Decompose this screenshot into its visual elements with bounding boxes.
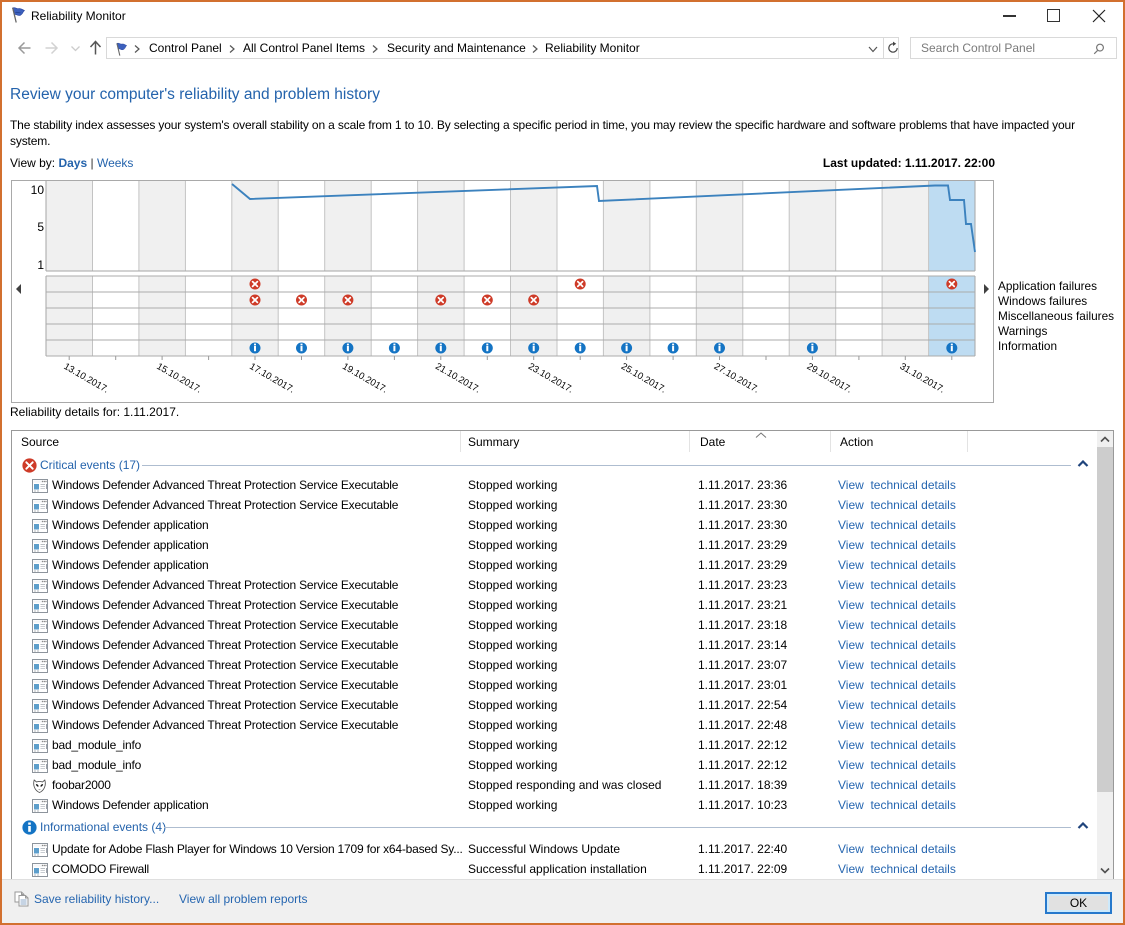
svg-text:21.10.2017.: 21.10.2017. <box>433 361 482 396</box>
svg-text:23.10.2017.: 23.10.2017. <box>526 361 575 396</box>
svg-text:13.10.2017.: 13.10.2017. <box>62 361 111 396</box>
svg-text:1: 1 <box>37 258 44 272</box>
svg-text:15.10.2017.: 15.10.2017. <box>155 361 204 396</box>
svg-text:29.10.2017.: 29.10.2017. <box>805 361 854 396</box>
svg-text:10: 10 <box>31 183 45 197</box>
svg-text:27.10.2017.: 27.10.2017. <box>712 361 761 396</box>
svg-text:31.10.2017.: 31.10.2017. <box>898 361 947 396</box>
svg-text:17.10.2017.: 17.10.2017. <box>247 361 296 396</box>
svg-text:5: 5 <box>37 220 44 234</box>
svg-text:25.10.2017.: 25.10.2017. <box>619 361 668 396</box>
svg-text:19.10.2017.: 19.10.2017. <box>340 361 389 396</box>
